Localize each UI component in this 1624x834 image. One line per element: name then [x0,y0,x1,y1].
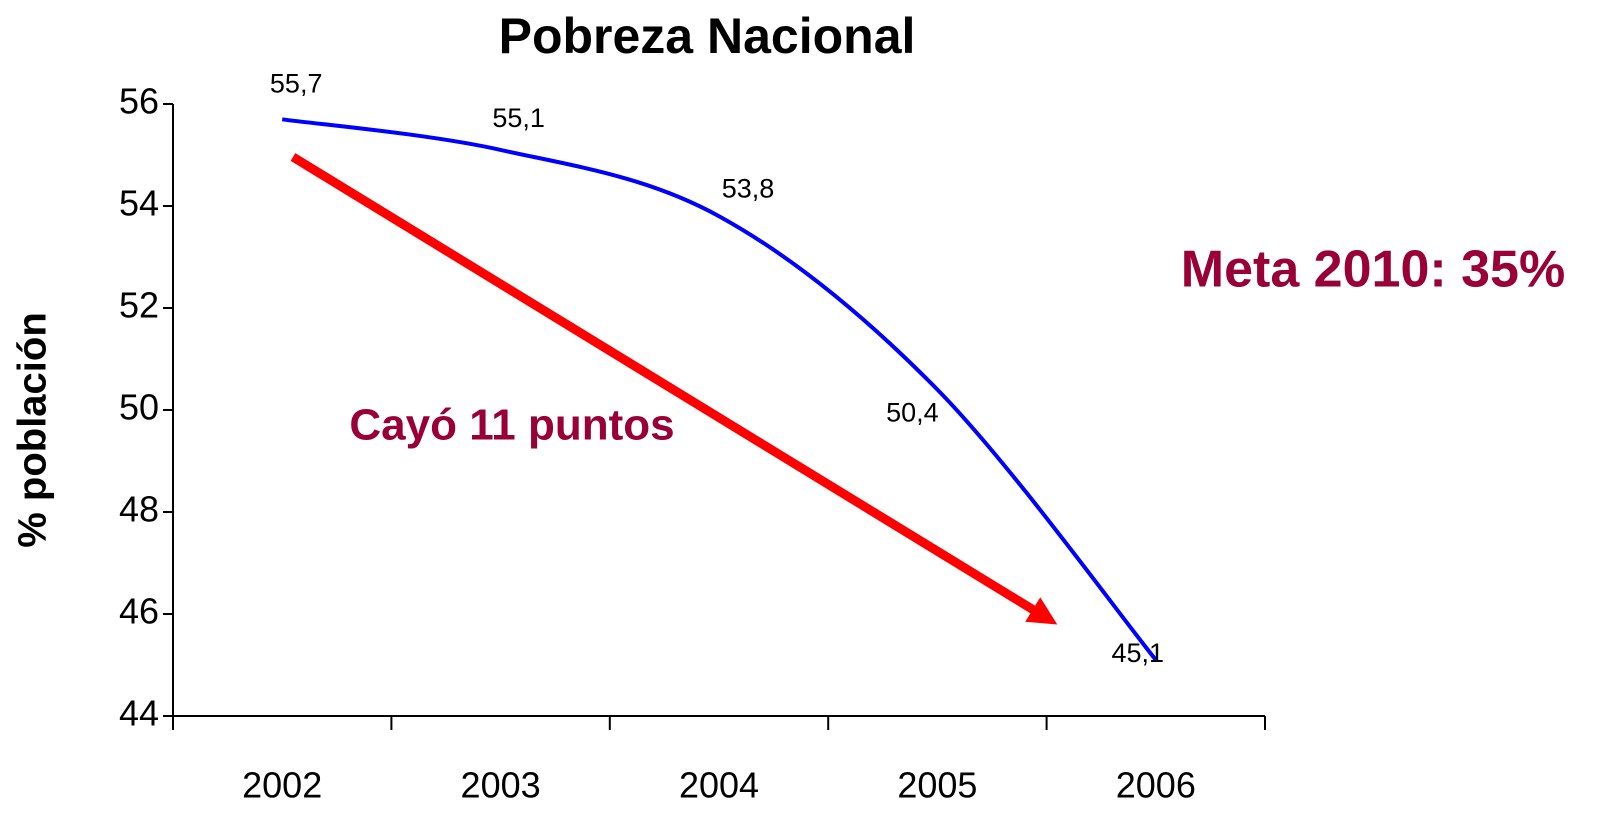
data-label: 55,7 [270,68,323,98]
y-axis-label: % población [11,312,55,548]
y-tick-label: 50 [119,387,159,428]
y-tick-label: 44 [119,693,159,734]
x-tick-label: 2004 [679,765,759,806]
x-tick-label: 2005 [897,765,977,806]
y-tick-label: 52 [119,285,159,326]
y-tick-label: 48 [119,489,159,530]
annotation: Cayó 11 puntos [349,401,674,450]
y-tick-label: 46 [119,591,159,632]
y-tick-label: 54 [119,183,159,224]
annotation: Meta 2010: 35% [1181,241,1565,299]
data-label: 45,1 [1112,638,1165,668]
x-tick-label: 2002 [242,765,322,806]
data-label: 50,4 [886,398,939,428]
trend-arrow [290,153,1058,625]
x-tick-label: 2006 [1116,765,1196,806]
y-tick-label: 56 [119,81,159,122]
data-label: 55,1 [492,103,545,133]
data-line [281,117,1158,662]
chart-title: Pobreza Nacional [499,8,916,64]
data-label: 53,8 [722,173,775,203]
x-tick-label: 2003 [461,765,541,806]
